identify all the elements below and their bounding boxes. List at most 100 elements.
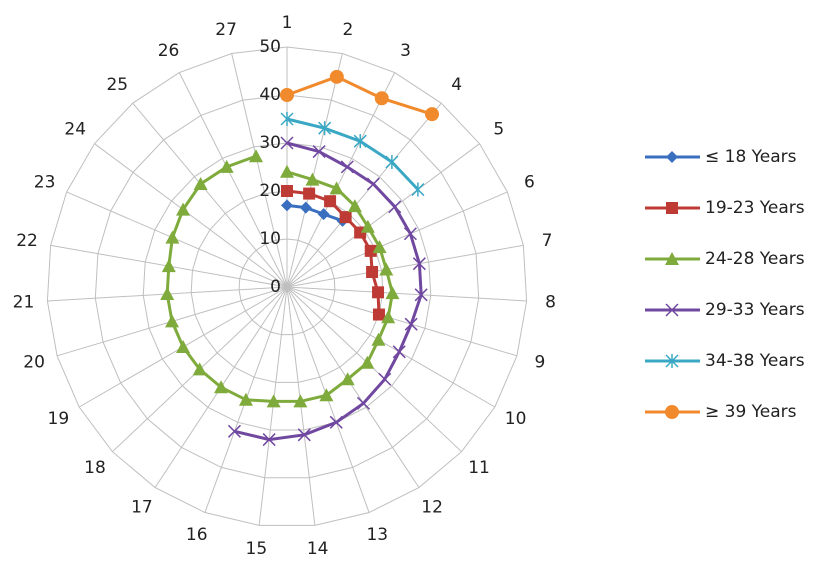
- legend-label: ≥ 39 Years: [705, 402, 797, 422]
- data-point: [356, 396, 371, 410]
- data-point: [404, 317, 418, 331]
- legend-label: 24-28 Years: [705, 249, 805, 269]
- data-point: [347, 199, 362, 213]
- category-label: 2: [342, 20, 353, 40]
- grid-ring: [46, 46, 528, 526]
- data-point: [280, 164, 294, 178]
- data-point: [412, 257, 426, 271]
- category-label: 14: [307, 539, 329, 559]
- data-point: [176, 340, 191, 353]
- data-point: [372, 308, 385, 321]
- spoke: [286, 244, 524, 288]
- r-tick-label: 20: [259, 181, 281, 201]
- data-point: [266, 394, 281, 408]
- spoke: [286, 53, 343, 288]
- legend-marker: [665, 405, 679, 419]
- legend-label: 29-33 Years: [705, 300, 805, 320]
- data-point: [193, 177, 208, 191]
- category-label: 16: [186, 525, 208, 545]
- category-label: 7: [542, 231, 553, 251]
- data-point: [411, 182, 425, 197]
- category-label: 19: [48, 409, 70, 429]
- category-label: 3: [400, 41, 411, 61]
- spoke: [286, 102, 442, 288]
- data-point: [176, 202, 191, 216]
- r-tick-label: 30: [259, 133, 281, 153]
- data-point: [385, 286, 400, 300]
- legend-label: 34-38 Years: [705, 351, 805, 371]
- category-label: 9: [534, 353, 545, 373]
- data-point: [219, 159, 234, 173]
- data-point: [319, 388, 334, 402]
- data-point: [372, 286, 385, 299]
- legend-label: 19-23 Years: [705, 198, 805, 218]
- data-point: [312, 145, 326, 159]
- data-point: [385, 154, 399, 169]
- data-point: [281, 199, 293, 212]
- data-point: [364, 244, 377, 257]
- category-label: 11: [468, 458, 490, 478]
- data-point: [372, 240, 387, 254]
- r-tick-label: 50: [259, 37, 281, 57]
- r-tick-label: 10: [259, 229, 281, 249]
- data-point: [381, 310, 396, 324]
- category-label: 20: [23, 353, 45, 373]
- category-label: 4: [451, 75, 462, 95]
- data-point: [281, 185, 293, 197]
- category-label: 24: [64, 119, 86, 139]
- category-label: 25: [106, 75, 128, 95]
- data-point: [293, 394, 308, 408]
- category-label: 8: [545, 292, 556, 312]
- spoke: [286, 286, 518, 357]
- data-point: [324, 195, 337, 208]
- grid-ring: [94, 94, 480, 479]
- spoke: [286, 286, 462, 453]
- legend-label: ≤ 18 Years: [705, 147, 797, 167]
- category-label: 5: [493, 119, 504, 139]
- data-point: [160, 286, 175, 300]
- data-point: [280, 136, 294, 150]
- data-point: [360, 219, 375, 233]
- data-point: [329, 415, 343, 429]
- series-line: [286, 75, 433, 116]
- spoke: [286, 286, 496, 408]
- data-point: [374, 91, 389, 106]
- legend-marker: [665, 252, 679, 265]
- legend-marker: [666, 202, 678, 214]
- category-label: 15: [246, 539, 268, 559]
- spoke: [286, 286, 527, 302]
- r-tick-label: 40: [259, 85, 281, 105]
- data-point: [297, 428, 311, 442]
- data-point: [371, 332, 386, 346]
- spoke: [132, 102, 288, 288]
- data-point: [414, 288, 428, 302]
- data-point: [165, 230, 180, 244]
- spoke: [94, 143, 288, 288]
- grid-ring: [238, 238, 336, 336]
- category-label: 12: [421, 498, 443, 518]
- data-point: [360, 355, 375, 369]
- data-point: [339, 211, 352, 224]
- data-point: [425, 107, 440, 122]
- category-label: 22: [16, 231, 38, 251]
- data-point: [280, 112, 294, 126]
- data-point: [280, 88, 294, 102]
- spoke: [286, 143, 480, 288]
- legend-marker: [665, 354, 679, 368]
- category-label: 17: [131, 498, 153, 518]
- grid-ring: [190, 190, 384, 383]
- data-point: [392, 345, 406, 359]
- data-point: [329, 181, 344, 195]
- data-point: [379, 262, 394, 276]
- grid-ring: [142, 142, 432, 431]
- data-point: [262, 433, 276, 447]
- data-point: [317, 208, 330, 221]
- spoke: [231, 53, 288, 288]
- data-point: [214, 380, 229, 394]
- spoke: [286, 191, 508, 288]
- series-line: [286, 203, 344, 223]
- category-label: 10: [505, 409, 527, 429]
- data-point: [366, 177, 380, 191]
- category-label: 6: [524, 172, 535, 192]
